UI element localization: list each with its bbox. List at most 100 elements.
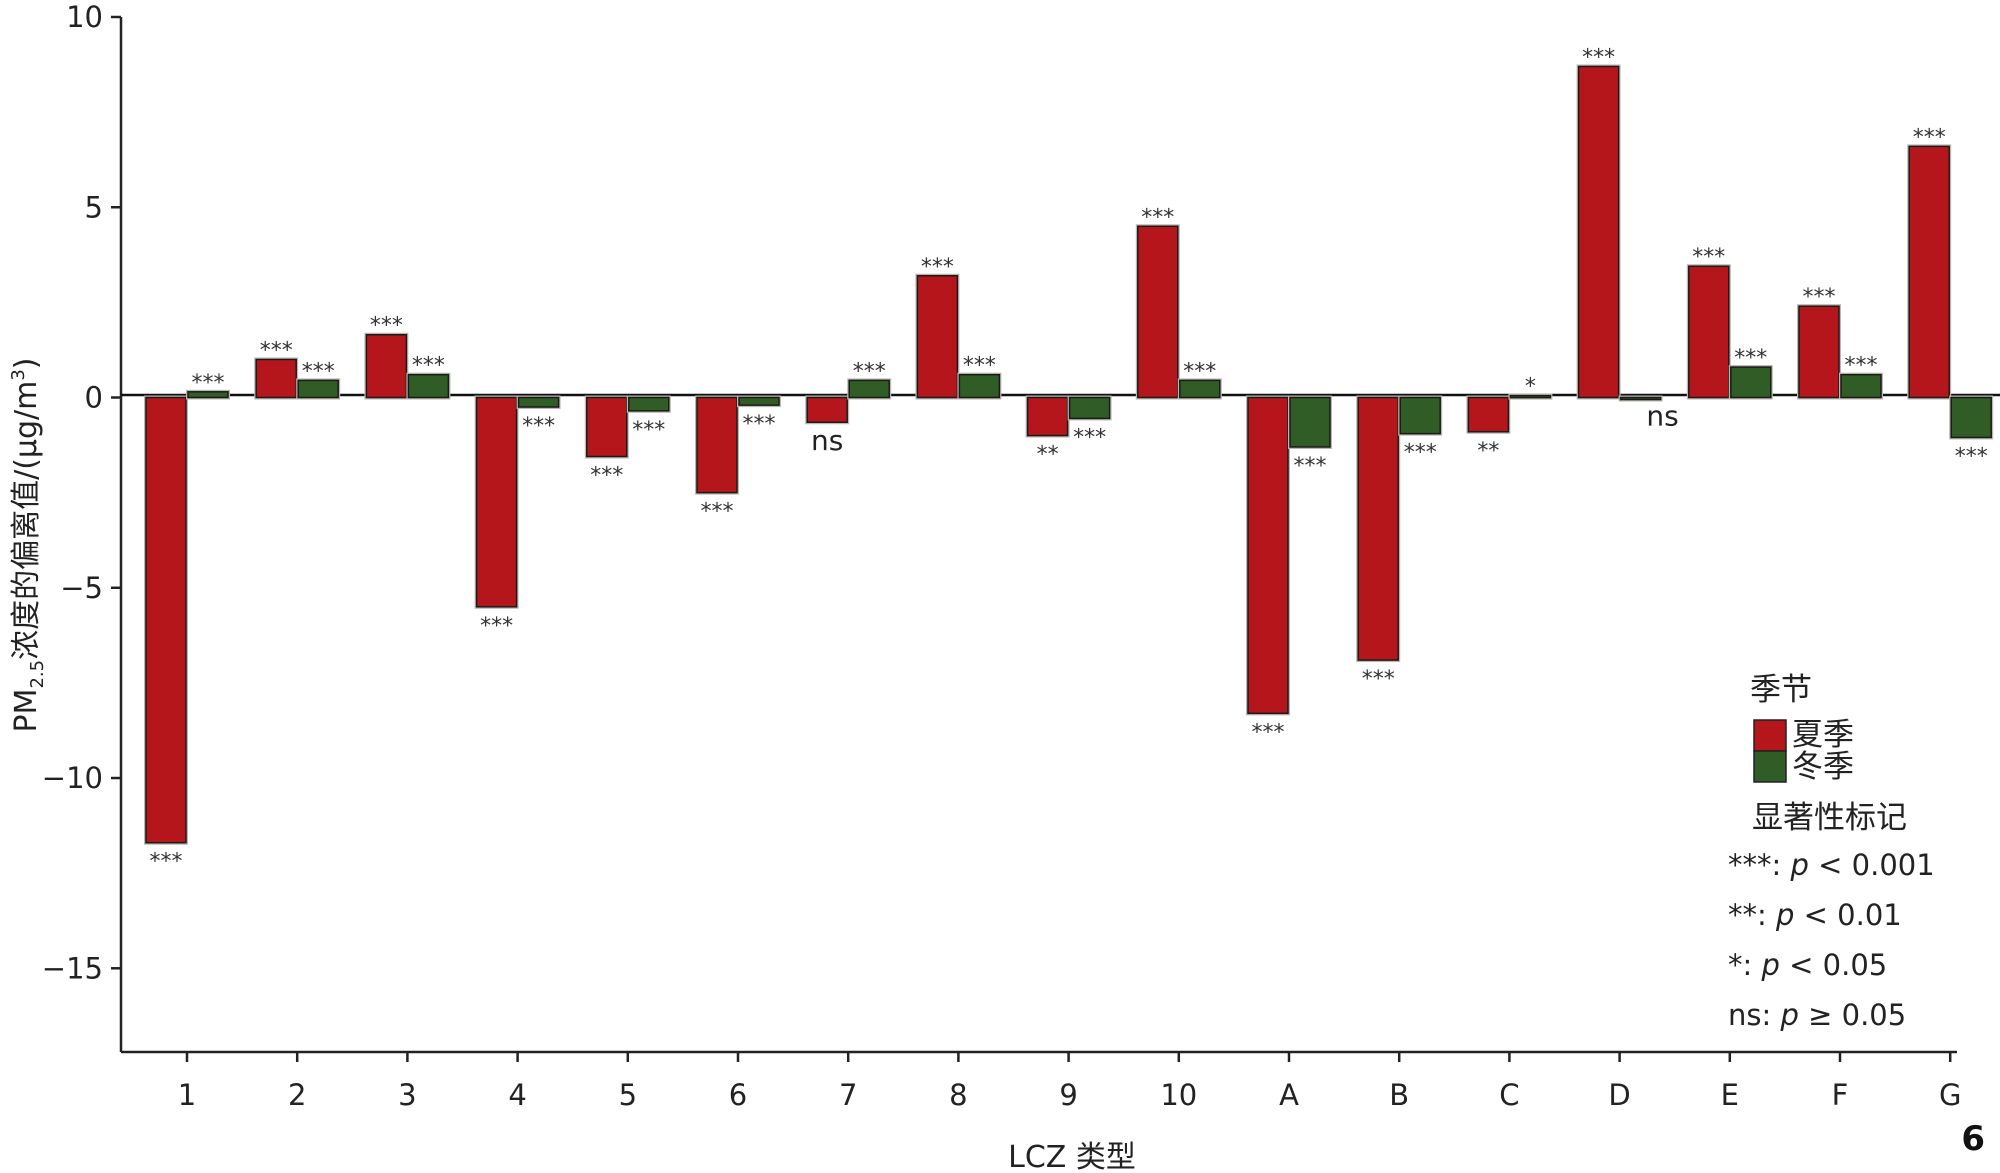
sig-label-summer: ** bbox=[1477, 439, 1499, 464]
bar-summer bbox=[255, 358, 297, 399]
legend-swatch-winter bbox=[1753, 750, 1787, 783]
sig-label-summer: *** bbox=[1362, 667, 1395, 692]
x-tick-label: 9 bbox=[1059, 1078, 1077, 1112]
x-tick-label: B bbox=[1389, 1078, 1409, 1112]
significance-labels: ******************ns********************… bbox=[150, 45, 1988, 874]
bar-winter bbox=[1730, 366, 1772, 399]
x-tick-label: 1 bbox=[178, 1078, 196, 1112]
bar-summer bbox=[586, 396, 628, 458]
bar-summer bbox=[1247, 396, 1289, 715]
sig-label-summer: *** bbox=[1252, 720, 1285, 745]
bar-winter bbox=[1179, 379, 1221, 399]
sig-label-winter: *** bbox=[1073, 425, 1106, 450]
bar-summer bbox=[916, 275, 959, 399]
x-tick-label: 3 bbox=[398, 1078, 416, 1112]
bar-winter bbox=[407, 373, 450, 399]
sig-label-winter: *** bbox=[192, 371, 225, 396]
bar-winter bbox=[1950, 396, 1992, 439]
sig-label-winter: *** bbox=[743, 412, 776, 437]
x-ticks: 1 2 3 4 5 6 7 8 9 10 A B C D E F G bbox=[178, 1052, 1961, 1112]
bar-summer bbox=[806, 396, 848, 423]
bar-winter bbox=[187, 391, 229, 399]
bar-winter bbox=[1619, 396, 1662, 401]
sig-label-winter: *** bbox=[412, 354, 445, 379]
x-tick-label: C bbox=[1499, 1078, 1519, 1112]
sig-label-summer: *** bbox=[701, 500, 734, 525]
legend-season-title: 季节 bbox=[1750, 672, 1812, 708]
x-tick-label: 5 bbox=[619, 1078, 637, 1112]
sig-label-summer: *** bbox=[150, 850, 183, 875]
bar-winter bbox=[1399, 396, 1441, 435]
sig-label-summer: *** bbox=[1692, 245, 1725, 270]
sig-label-winter: *** bbox=[522, 414, 555, 439]
y-tick-label: 10 bbox=[66, 0, 103, 34]
sig-label-winter: *** bbox=[1294, 454, 1327, 479]
x-tick-label: G bbox=[1939, 1078, 1961, 1112]
axes bbox=[119, 17, 2000, 1054]
y-tick-label: −15 bbox=[42, 951, 103, 985]
x-tick-label: 10 bbox=[1160, 1078, 1197, 1112]
x-tick-label: 7 bbox=[839, 1078, 857, 1112]
legend-sig-entries: ***: p < 0.001 **: p < 0.01 *: p < 0.05 ns:… bbox=[1728, 848, 1935, 1032]
legend-label-summer: 夏季 bbox=[1792, 717, 1854, 753]
sig-label-winter: ns bbox=[1646, 400, 1678, 433]
bar-winter bbox=[628, 396, 670, 412]
bar-summer bbox=[1798, 305, 1840, 399]
legend-sig-title: 显著性标记 bbox=[1752, 800, 1907, 836]
bar-winter bbox=[297, 379, 339, 399]
sig-label-summer: *** bbox=[1141, 205, 1174, 230]
x-tick-label: 6 bbox=[729, 1078, 747, 1112]
y-tick-label: 5 bbox=[85, 190, 103, 224]
bar-summer bbox=[696, 396, 738, 494]
sig-label-winter: *** bbox=[302, 359, 335, 384]
bar-summer bbox=[1357, 396, 1399, 661]
sig-label-summer: *** bbox=[1803, 285, 1836, 310]
bar-winter bbox=[517, 396, 560, 408]
legend-swatch-summer bbox=[1753, 719, 1787, 752]
bar-winter bbox=[738, 396, 780, 406]
sig-label-summer: *** bbox=[1582, 45, 1615, 70]
panel-label: 6 bbox=[1961, 1119, 1985, 1159]
legend-sig-entry: ns: p ≥ 0.05 bbox=[1728, 998, 1906, 1032]
sig-label-summer: *** bbox=[590, 463, 623, 488]
y-ticks: 10 5 0 −5 −10 −15 bbox=[42, 0, 121, 985]
legend: 季节 夏季 冬季 显著性标记 ***: p < 0.001 **: p < 0.0… bbox=[1728, 672, 1935, 1032]
x-tick-label: D bbox=[1608, 1078, 1630, 1112]
sig-label-winter: * bbox=[1525, 375, 1536, 400]
sig-label-summer: *** bbox=[370, 314, 403, 339]
sig-label-summer: *** bbox=[1913, 125, 1946, 150]
x-axis-title: LCZ 类型 bbox=[1008, 1140, 1136, 1173]
sig-label-winter: *** bbox=[853, 359, 886, 384]
bar-winter bbox=[958, 373, 1001, 399]
sig-label-winter: *** bbox=[1845, 354, 1878, 379]
bar-summer bbox=[1137, 225, 1179, 399]
bar-winter bbox=[1840, 373, 1882, 399]
legend-sig-entry: ***: p < 0.001 bbox=[1728, 848, 1935, 882]
legend-sig-entry: **: p < 0.01 bbox=[1728, 898, 1902, 932]
x-tick-label: 4 bbox=[508, 1078, 526, 1112]
bar-summer bbox=[145, 396, 187, 844]
y-tick-label: −10 bbox=[42, 761, 103, 795]
sig-label-summer: ** bbox=[1037, 443, 1059, 468]
x-tick-label: A bbox=[1279, 1078, 1299, 1112]
x-tick-label: E bbox=[1721, 1078, 1739, 1112]
x-tick-label: F bbox=[1832, 1078, 1849, 1112]
bar-winter bbox=[848, 379, 890, 399]
sig-label-summer: *** bbox=[260, 338, 293, 363]
bar-summer bbox=[475, 396, 518, 608]
x-tick-label: 2 bbox=[288, 1078, 306, 1112]
bar-summer bbox=[1688, 265, 1730, 399]
sig-label-winter: *** bbox=[1183, 359, 1216, 384]
y-axis-title: PM2.5浓度的偏离值/(μg/m3) bbox=[8, 357, 48, 732]
bar-summer bbox=[1577, 65, 1620, 399]
sig-label-winter: *** bbox=[963, 354, 996, 379]
bar-summer bbox=[1467, 396, 1510, 433]
legend-label-winter: 冬季 bbox=[1792, 749, 1854, 785]
bar-summer bbox=[1026, 396, 1069, 437]
bar-summer bbox=[1908, 145, 1950, 399]
sig-label-summer: *** bbox=[480, 614, 513, 639]
bar-winter bbox=[1289, 396, 1331, 448]
x-tick-label: 8 bbox=[949, 1078, 967, 1112]
sig-label-winter: *** bbox=[1404, 441, 1437, 466]
